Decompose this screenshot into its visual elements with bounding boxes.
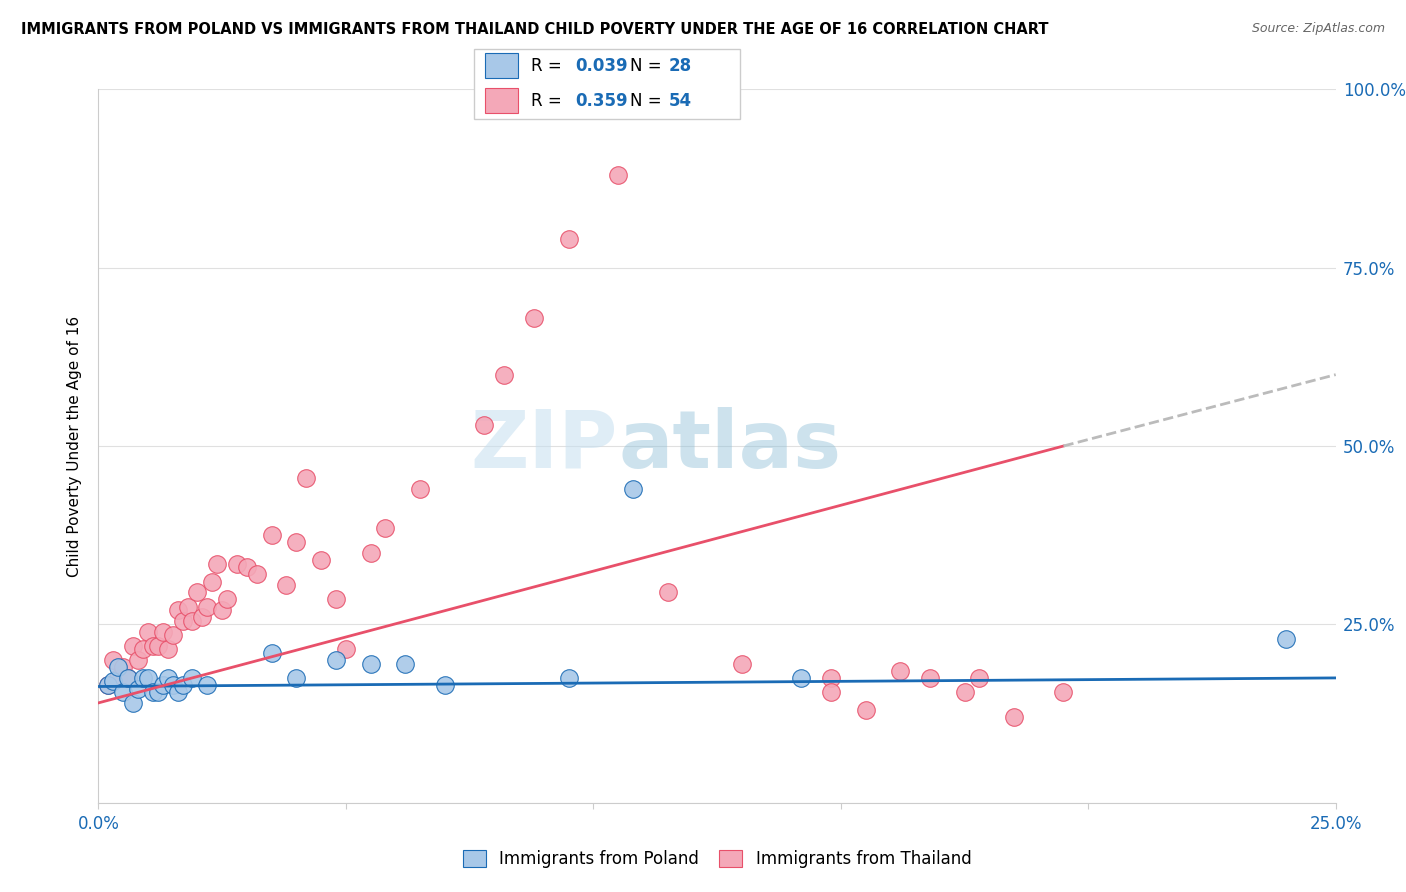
Point	[122, 639, 145, 653]
Point	[172, 678, 194, 692]
Point	[285, 671, 308, 685]
Text: Source: ZipAtlas.com: Source: ZipAtlas.com	[1251, 22, 1385, 36]
Point	[205, 557, 228, 571]
Point	[335, 642, 357, 657]
Point	[127, 653, 149, 667]
Point	[195, 599, 218, 614]
Text: N =: N =	[630, 92, 666, 110]
Point	[820, 671, 842, 685]
Point	[1275, 632, 1298, 646]
Point	[136, 624, 159, 639]
Point	[97, 678, 120, 692]
Point	[855, 703, 877, 717]
Point	[494, 368, 516, 382]
Point	[162, 678, 184, 692]
Point	[166, 685, 188, 699]
Point	[117, 671, 139, 685]
Point	[152, 678, 174, 692]
Point	[360, 657, 382, 671]
Point	[360, 546, 382, 560]
Text: R =: R =	[531, 56, 568, 75]
Text: ZIP: ZIP	[471, 407, 619, 485]
Point	[557, 232, 579, 246]
Legend: Immigrants from Poland, Immigrants from Thailand: Immigrants from Poland, Immigrants from …	[454, 842, 980, 877]
Point	[107, 660, 129, 674]
Point	[172, 614, 194, 628]
Point	[122, 696, 145, 710]
Point	[433, 678, 456, 692]
Point	[112, 660, 135, 674]
FancyBboxPatch shape	[485, 88, 517, 113]
Text: 0.039: 0.039	[575, 56, 628, 75]
Point	[136, 671, 159, 685]
Point	[523, 310, 546, 325]
Point	[226, 557, 249, 571]
Point	[285, 535, 308, 549]
FancyBboxPatch shape	[485, 54, 517, 78]
Point	[156, 642, 179, 657]
Point	[112, 685, 135, 699]
Point	[103, 653, 125, 667]
Point	[374, 521, 396, 535]
Point	[181, 671, 204, 685]
Point	[276, 578, 298, 592]
Point	[474, 417, 496, 432]
Point	[132, 671, 155, 685]
Point	[195, 678, 218, 692]
Point	[236, 560, 259, 574]
Point	[394, 657, 416, 671]
Point	[820, 685, 842, 699]
Point	[166, 603, 188, 617]
Text: atlas: atlas	[619, 407, 841, 485]
Point	[132, 642, 155, 657]
Point	[1002, 710, 1025, 724]
Point	[889, 664, 911, 678]
Point	[246, 567, 269, 582]
Point	[107, 671, 129, 685]
Point	[146, 685, 169, 699]
Text: 54: 54	[668, 92, 692, 110]
Y-axis label: Child Poverty Under the Age of 16: Child Poverty Under the Age of 16	[67, 316, 83, 576]
Text: 28: 28	[668, 56, 692, 75]
Text: N =: N =	[630, 56, 666, 75]
Point	[409, 482, 432, 496]
Point	[103, 674, 125, 689]
Point	[657, 585, 679, 599]
Point	[621, 482, 644, 496]
Point	[181, 614, 204, 628]
Point	[162, 628, 184, 642]
Point	[325, 653, 347, 667]
Point	[156, 671, 179, 685]
Point	[146, 639, 169, 653]
Point	[217, 592, 239, 607]
Point	[142, 639, 165, 653]
Point	[969, 671, 991, 685]
Text: 0.359: 0.359	[575, 92, 628, 110]
Point	[607, 168, 630, 182]
Point	[97, 678, 120, 692]
Text: R =: R =	[531, 92, 568, 110]
Point	[186, 585, 208, 599]
Point	[152, 624, 174, 639]
Point	[1052, 685, 1074, 699]
Point	[191, 610, 214, 624]
Point	[211, 603, 233, 617]
Point	[127, 681, 149, 696]
Text: IMMIGRANTS FROM POLAND VS IMMIGRANTS FROM THAILAND CHILD POVERTY UNDER THE AGE O: IMMIGRANTS FROM POLAND VS IMMIGRANTS FRO…	[21, 22, 1049, 37]
Point	[201, 574, 224, 589]
Point	[557, 671, 579, 685]
Point	[790, 671, 813, 685]
Point	[142, 685, 165, 699]
Point	[953, 685, 976, 699]
Point	[117, 671, 139, 685]
FancyBboxPatch shape	[474, 49, 740, 119]
Point	[295, 471, 318, 485]
Point	[260, 646, 283, 660]
Point	[176, 599, 198, 614]
Point	[309, 553, 332, 567]
Point	[731, 657, 754, 671]
Point	[260, 528, 283, 542]
Point	[918, 671, 941, 685]
Point	[325, 592, 347, 607]
